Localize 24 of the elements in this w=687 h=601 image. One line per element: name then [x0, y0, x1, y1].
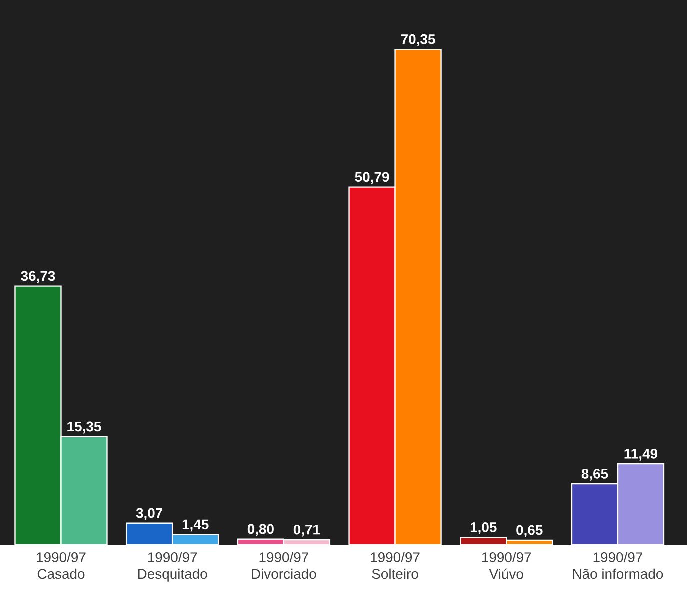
- x-tick-label: Casado: [38, 568, 85, 580]
- data-label: 1,05: [470, 522, 497, 534]
- text: 1990/97: [482, 552, 532, 562]
- data-label: 0,80: [248, 524, 274, 536]
- data-label: 3,07: [136, 508, 163, 520]
- text: 1990/97: [148, 552, 198, 562]
- data-label: 8,65: [582, 468, 608, 481]
- x-tick-label: Não informado: [573, 568, 664, 580]
- x-tick-label: Solteiro: [372, 568, 418, 580]
- data-label: 1,45: [182, 520, 209, 532]
- text: 1990/97: [371, 552, 420, 562]
- data-label: 50,79: [355, 172, 390, 184]
- text: 1990/97: [37, 552, 86, 562]
- data-label: 15,35: [68, 422, 102, 434]
- data-label: 70,35: [401, 34, 436, 46]
- data-label: 36,73: [21, 271, 56, 284]
- x-tick-label: Desquitado: [138, 568, 208, 582]
- x-tick-label: Divorciado: [252, 568, 316, 580]
- data-label: 0,65: [516, 525, 543, 538]
- data-label: 11,49: [624, 448, 658, 461]
- text: 1990/97: [260, 552, 308, 562]
- x-tick-label: Viúvo: [489, 568, 524, 580]
- data-label: 0,71: [294, 524, 320, 537]
- text: 1990/97: [594, 552, 642, 562]
